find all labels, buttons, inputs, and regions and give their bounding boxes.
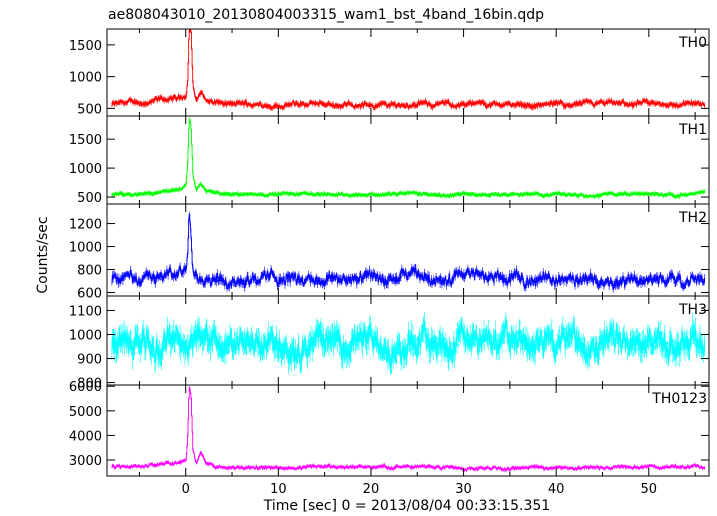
x-tick-label: 40 xyxy=(548,482,565,497)
y-tick-label: 1000 xyxy=(69,328,102,343)
y-tick-label: 1200 xyxy=(69,218,102,233)
panel-th1: 500 1000 1500 TH1 xyxy=(69,115,710,206)
y-tick-label: 4000 xyxy=(69,429,102,444)
panel-th3: 800 900 1000 1100 TH3 xyxy=(69,295,710,392)
panel-th2: 600 800 1000 1200 TH2 xyxy=(69,203,710,302)
x-tick-label: 30 xyxy=(455,482,472,497)
y-tick-label: 600 xyxy=(77,287,102,302)
y-tick-label: 1000 xyxy=(69,71,102,86)
panel-th0123: 3000 4000 5000 6000 TH0123 xyxy=(69,380,710,477)
y-tick-label: 1000 xyxy=(69,241,102,256)
series-th2 xyxy=(111,211,706,293)
x-axis-label: Time [sec] 0 = 2013/08/04 00:33:15.351 xyxy=(263,498,550,514)
y-tick-label: 800 xyxy=(77,264,102,279)
panel-frame xyxy=(106,115,710,205)
y-tick-label: 1100 xyxy=(69,304,102,319)
panel-th0: 500 1000 1500 TH0 xyxy=(69,28,710,117)
y-tick-label: 5000 xyxy=(69,405,102,420)
y-tick-label: 6000 xyxy=(69,380,102,395)
x-tick-label: 50 xyxy=(641,482,658,497)
y-tick-label: 500 xyxy=(77,102,102,117)
panel-label: TH3 xyxy=(678,302,707,318)
y-tick-label: 500 xyxy=(77,191,102,206)
error-bars xyxy=(111,29,706,111)
series-th3 xyxy=(111,312,706,375)
light-curve-line xyxy=(111,213,705,290)
panel-label: TH2 xyxy=(678,210,707,226)
x-tick-label: 20 xyxy=(363,482,380,497)
panel-label: TH0 xyxy=(678,35,707,51)
y-axis-label: Counts/sec xyxy=(35,216,51,293)
chart-title: ae808043010_20130804003315_wam1_bst_4ban… xyxy=(108,7,544,23)
light-curve-line xyxy=(111,320,705,367)
series-th0 xyxy=(111,29,706,111)
y-tick-label: 3000 xyxy=(69,454,102,469)
light-curve-line xyxy=(111,118,705,198)
light-curve-line xyxy=(111,29,705,110)
y-tick-label: 800 xyxy=(77,377,102,392)
error-bars xyxy=(111,117,706,200)
y-tick-label: 900 xyxy=(77,353,102,368)
panel-label: TH0123 xyxy=(651,391,707,407)
panel-frame xyxy=(106,384,710,477)
x-tick-label: 10 xyxy=(270,482,287,497)
x-tick-label: 0 xyxy=(182,482,190,497)
series-th1 xyxy=(111,117,706,200)
error-bars xyxy=(111,386,706,473)
panel-label: TH1 xyxy=(678,122,707,138)
y-tick-label: 1000 xyxy=(69,162,102,177)
series-th0123 xyxy=(111,386,706,473)
y-tick-label: 1500 xyxy=(69,39,102,54)
light-curve-line xyxy=(111,387,705,471)
y-tick-label: 1500 xyxy=(69,133,102,148)
